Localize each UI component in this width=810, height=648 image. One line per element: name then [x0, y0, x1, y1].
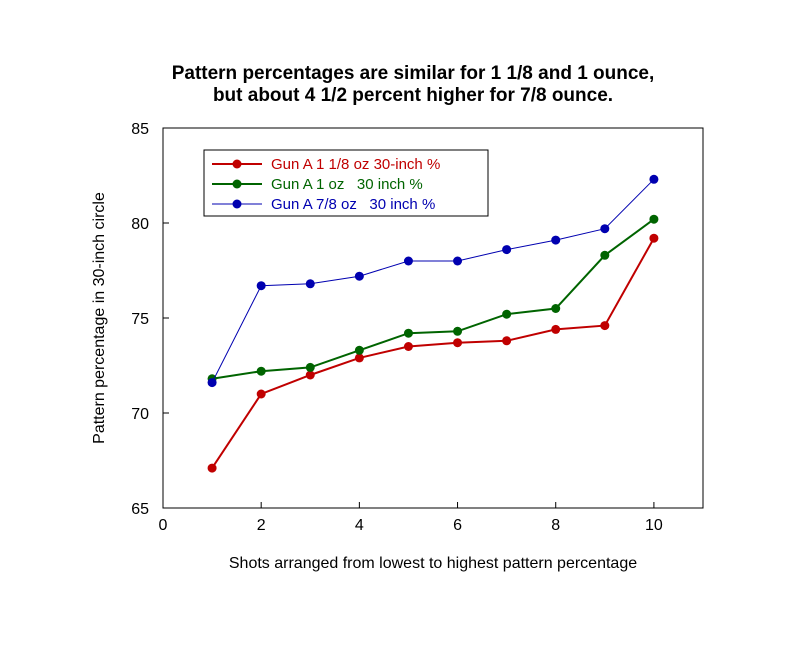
- series-1-point: [551, 324, 561, 334]
- series-2-point: [453, 326, 463, 336]
- x-axis: 0 2 4 6 8 10: [159, 502, 663, 534]
- series-2-point: [256, 366, 266, 376]
- legend: Gun A 1 1/8 oz 30-inch % Gun A 1 oz 30 in…: [203, 149, 489, 217]
- legend-marker-2: [232, 179, 242, 189]
- series-3-point: [403, 256, 413, 266]
- legend-label-1: Gun A 1 1/8 oz 30-inch %: [271, 156, 440, 173]
- series-2-point: [600, 250, 610, 260]
- y-axis-label: Pattern percentage in 30-inch circle: [91, 192, 108, 444]
- series-2-point: [649, 214, 659, 224]
- y-tick-label: 70: [131, 406, 149, 423]
- x-tick-label: 10: [645, 517, 663, 534]
- legend-label-3: Gun A 7/8 oz 30 inch %: [271, 196, 435, 213]
- x-tick-label: 8: [551, 517, 560, 534]
- y-tick-label: 65: [131, 501, 149, 518]
- series-2-point: [551, 304, 561, 313]
- x-axis-label: Shots arranged from lowest to highest pa…: [229, 555, 637, 572]
- series-1-point: [256, 389, 266, 399]
- y-tick-label: 85: [131, 121, 149, 138]
- series-line-1: [211, 237, 655, 469]
- series-3-point: [600, 224, 610, 234]
- series-3-point: [502, 245, 512, 255]
- series-2-point: [305, 362, 315, 372]
- x-tick-label: 0: [159, 517, 168, 534]
- y-axis: 65 70 75 80 85: [131, 121, 169, 518]
- series-1-point: [305, 370, 315, 380]
- series-1-point: [502, 336, 512, 346]
- series-1-point: [403, 342, 413, 351]
- series-layer: [207, 174, 659, 473]
- chart-title-line-1: Pattern percentages are similar for 1 1/…: [172, 63, 655, 84]
- series-line-2: [211, 218, 655, 380]
- legend-marker-1: [232, 159, 242, 169]
- y-tick-label: 75: [131, 311, 149, 328]
- legend-label-2: Gun A 1 oz 30 inch %: [271, 176, 423, 193]
- series-3-point: [354, 271, 364, 281]
- series-3-point: [305, 279, 315, 289]
- series-1-point: [649, 233, 659, 243]
- series-2-point: [354, 345, 364, 355]
- series-1-point: [600, 321, 610, 331]
- x-tick-label: 2: [257, 517, 266, 534]
- series-3-point: [453, 256, 463, 266]
- series-3-point: [551, 235, 561, 245]
- series-line-3: [211, 178, 655, 383]
- series-3-point: [649, 174, 659, 184]
- y-tick-label: 80: [131, 216, 149, 233]
- chart-title-line-2: but about 4 1/2 percent higher for 7/8 o…: [213, 85, 613, 106]
- x-tick-label: 6: [453, 517, 462, 534]
- series-1-point: [207, 463, 217, 473]
- x-tick-label: 4: [355, 517, 364, 534]
- series-3-point: [207, 378, 217, 388]
- series-1-point: [453, 338, 463, 348]
- legend-marker-3: [232, 199, 242, 209]
- series-3-point: [256, 281, 266, 291]
- series-2-point: [502, 309, 512, 319]
- series-2-point: [403, 328, 413, 338]
- series-1-point: [354, 353, 364, 363]
